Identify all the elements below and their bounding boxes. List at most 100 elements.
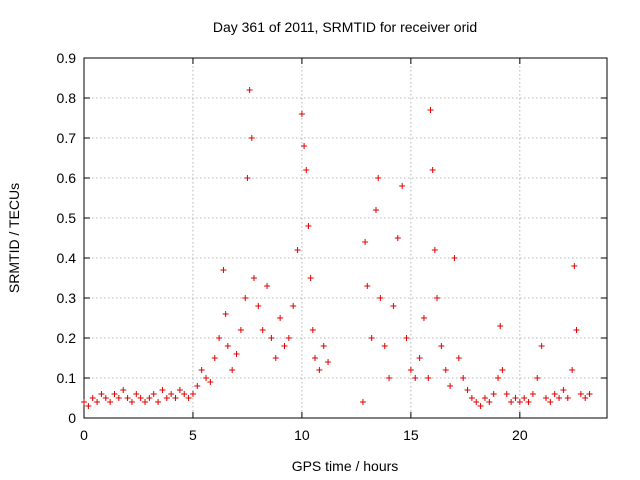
- data-point: [495, 375, 502, 381]
- data-point: [586, 391, 593, 397]
- y-tick-label: 0.4: [57, 250, 77, 266]
- data-point: [582, 395, 589, 401]
- data-point: [211, 355, 218, 361]
- data-point: [189, 391, 196, 397]
- data-point: [325, 359, 332, 365]
- data-point: [569, 367, 576, 373]
- data-point: [305, 223, 312, 229]
- data-point: [207, 379, 214, 385]
- data-point: [146, 395, 153, 401]
- data-point: [420, 315, 427, 321]
- data-point: [142, 399, 149, 405]
- data-point: [303, 167, 310, 173]
- data-point: [403, 335, 410, 341]
- data-point: [137, 395, 144, 401]
- data-point: [115, 395, 122, 401]
- data-point: [560, 387, 567, 393]
- data-point: [81, 399, 87, 405]
- data-point: [551, 391, 558, 397]
- data-point: [259, 327, 266, 333]
- data-point: [464, 387, 471, 393]
- data-point: [94, 399, 101, 405]
- data-point: [198, 367, 205, 373]
- data-point: [364, 283, 371, 289]
- y-tick-label: 0.6: [57, 170, 77, 186]
- data-point: [185, 395, 192, 401]
- data-point: [394, 235, 401, 241]
- data-point: [316, 367, 323, 373]
- data-point: [168, 391, 175, 397]
- data-point: [438, 343, 445, 349]
- data-point: [427, 107, 434, 113]
- data-point: [120, 387, 127, 393]
- x-tick-label: 10: [294, 427, 310, 443]
- data-point: [163, 395, 170, 401]
- data-point: [571, 263, 578, 269]
- data-point: [301, 143, 308, 149]
- data-point: [203, 375, 210, 381]
- data-point: [521, 395, 528, 401]
- data-point: [412, 375, 419, 381]
- data-point: [159, 387, 166, 393]
- data-point: [268, 335, 275, 341]
- y-tick-label: 0: [68, 410, 76, 426]
- data-point: [407, 367, 414, 373]
- data-point: [375, 175, 382, 181]
- data-point: [242, 295, 249, 301]
- x-axis-label: GPS time / hours: [292, 458, 399, 474]
- data-point: [431, 247, 438, 253]
- data-point: [89, 395, 96, 401]
- y-tick-label: 0.2: [57, 330, 77, 346]
- data-point: [176, 387, 183, 393]
- data-point: [281, 343, 288, 349]
- data-point: [455, 355, 462, 361]
- data-point: [573, 327, 580, 333]
- data-point: [222, 311, 229, 317]
- data-point: [250, 275, 257, 281]
- data-point: [503, 391, 510, 397]
- data-point: [468, 395, 475, 401]
- data-point: [290, 303, 297, 309]
- data-point: [233, 351, 240, 357]
- data-points: [81, 87, 593, 409]
- data-point: [442, 367, 449, 373]
- axis-ticks: 0 0.1 0.2 0.3 0.4 0.5 0.6 0.7 0.8 0.9 0 5 10 15 20: [57, 50, 607, 443]
- data-point: [381, 343, 388, 349]
- data-point: [124, 395, 131, 401]
- data-point: [477, 403, 484, 409]
- data-point: [368, 335, 375, 341]
- data-point: [181, 391, 188, 397]
- x-tick-label: 5: [189, 427, 197, 443]
- data-point: [229, 367, 236, 373]
- data-point: [499, 367, 506, 373]
- data-point: [564, 395, 571, 401]
- data-point: [237, 327, 244, 333]
- data-point: [85, 403, 92, 409]
- data-point: [255, 303, 262, 309]
- grid: [84, 58, 607, 418]
- data-point: [529, 391, 536, 397]
- x-tick-label: 0: [80, 427, 88, 443]
- data-point: [542, 395, 549, 401]
- data-point: [373, 207, 380, 213]
- data-point: [508, 399, 515, 405]
- data-point: [133, 391, 140, 397]
- data-point: [194, 383, 201, 389]
- data-point: [107, 399, 114, 405]
- data-point: [425, 375, 432, 381]
- data-point: [244, 175, 251, 181]
- y-tick-label: 0.9: [57, 50, 77, 66]
- data-point: [451, 255, 458, 261]
- data-point: [359, 399, 366, 405]
- plot-frame: [83, 57, 608, 419]
- data-point: [490, 391, 497, 397]
- data-point: [298, 111, 305, 117]
- chart-title: Day 361 of 2011, SRMTID for receiver ori…: [213, 19, 477, 35]
- data-point: [497, 323, 504, 329]
- data-point: [128, 399, 135, 405]
- data-point: [429, 167, 436, 173]
- data-point: [460, 375, 467, 381]
- data-point: [311, 355, 318, 361]
- y-tick-label: 0.5: [57, 210, 77, 226]
- data-point: [577, 391, 584, 397]
